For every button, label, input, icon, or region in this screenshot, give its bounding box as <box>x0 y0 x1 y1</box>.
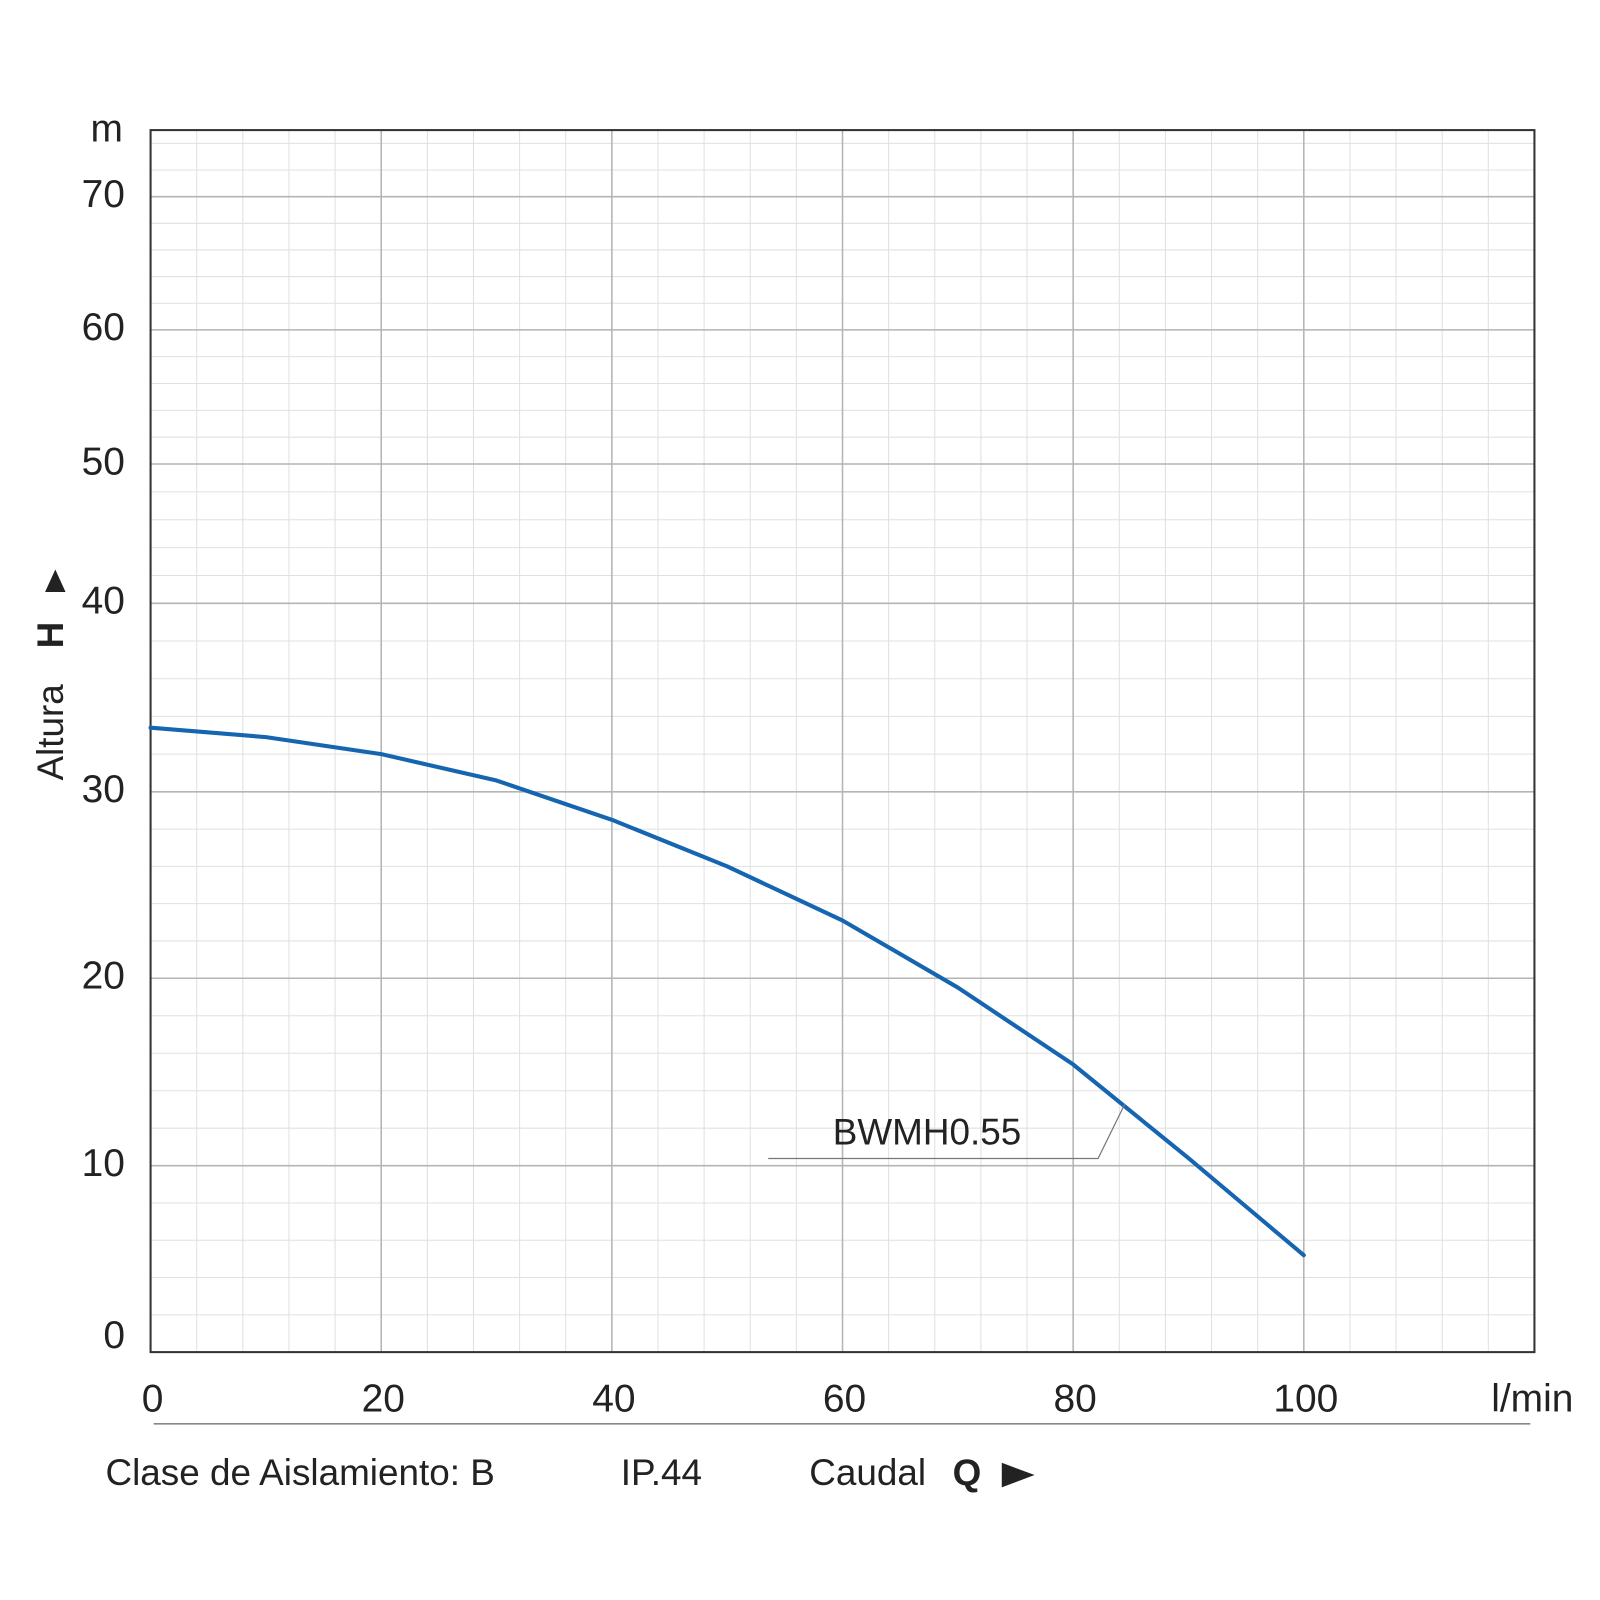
x-label: Caudal <box>809 1452 926 1493</box>
x-tick-label: 100 <box>1273 1378 1338 1421</box>
x-tick-label: 0 <box>142 1378 164 1421</box>
label-leader <box>768 1103 1126 1160</box>
y-arrow <box>45 569 66 593</box>
y-label: Altura <box>30 684 71 781</box>
x-tick-label: 40 <box>592 1378 635 1421</box>
y-tick-label: 40 <box>82 580 125 623</box>
y-symbol: H <box>30 622 71 649</box>
data-line <box>148 725 1306 1258</box>
footer-text: IP.44 <box>621 1452 702 1493</box>
x-tick-label: 60 <box>823 1378 866 1421</box>
footer-text: Clase de Aislamiento: B <box>106 1452 495 1493</box>
y-tick-label: 60 <box>82 306 125 349</box>
y-tick-label: 0 <box>103 1314 125 1357</box>
x-tick-label: 20 <box>362 1378 405 1421</box>
x-unit: l/min <box>1491 1378 1573 1421</box>
x-tick-label: 80 <box>1054 1378 1097 1421</box>
series-label: BWMH0.55 <box>833 1112 1021 1153</box>
y-tick-label: 50 <box>82 440 125 483</box>
y-tick-label: 10 <box>82 1142 125 1185</box>
plot-frame <box>149 129 1536 1354</box>
x-arrow <box>1001 1462 1035 1488</box>
x-symbol: Q <box>953 1452 982 1493</box>
y-tick-label: 20 <box>82 955 125 998</box>
y-unit: m <box>90 107 122 150</box>
y-tick-label: 70 <box>82 173 125 216</box>
y-tick-label: 30 <box>82 768 125 811</box>
